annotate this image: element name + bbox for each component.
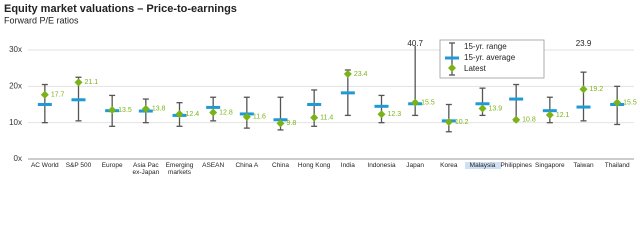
latest-marker (108, 105, 117, 114)
latest-label: 13.5 (118, 107, 132, 114)
latest-marker (209, 108, 218, 117)
x-tick-label: ASEAN (202, 162, 225, 169)
chart-subtitle: Forward P/E ratios (4, 15, 79, 25)
x-tick-label: Singapore (535, 162, 565, 169)
x-tick-label: Indonesia (367, 162, 396, 169)
x-tick-label: China (272, 162, 289, 169)
latest-marker (478, 104, 487, 113)
latest-marker (377, 110, 386, 119)
latest-marker (579, 85, 588, 94)
x-tick-label: Hong Kong (297, 162, 331, 169)
latest-label: 23.4 (354, 71, 368, 78)
latest-label: 15.5 (623, 100, 637, 107)
latest-label: 10.2 (455, 119, 469, 126)
y-tick-label: 20x (9, 81, 22, 90)
legend-label: 15-yr. range (464, 42, 507, 51)
x-tick-label: S&P 500 (65, 162, 92, 169)
x-tick-label: China A (235, 162, 259, 169)
y-tick-label: 0x (14, 154, 22, 163)
latest-label: 17.7 (51, 92, 65, 99)
latest-marker (512, 115, 521, 124)
x-tick-label: Malaysia (464, 162, 501, 169)
latest-label: 12.4 (186, 111, 200, 118)
latest-marker (74, 78, 83, 87)
latest-marker (40, 90, 49, 99)
x-tick-label: Korea (440, 162, 458, 169)
x-tick-label: India (340, 162, 355, 169)
range-high-label: 23.9 (576, 39, 592, 48)
x-tick-label: AC World (30, 162, 59, 169)
latest-label: 9.8 (287, 120, 297, 127)
y-tick-label: 30x (9, 45, 22, 54)
legend-latest-icon (448, 64, 456, 72)
latest-label: 12.8 (219, 109, 233, 116)
latest-marker (175, 109, 184, 118)
latest-label: 15.5 (421, 100, 435, 107)
chart-title: Equity market valuations – Price-to-earn… (4, 3, 237, 15)
latest-marker (343, 69, 352, 78)
latest-marker (141, 104, 150, 113)
latest-marker (613, 98, 622, 107)
latest-label: 11.4 (320, 114, 333, 121)
x-tick-label: Philippines (500, 162, 532, 169)
legend-label: 15-yr. average (464, 53, 516, 62)
x-tick-label: Europe (101, 162, 123, 169)
latest-label: 13.9 (489, 105, 503, 112)
latest-label: 10.8 (522, 117, 536, 124)
chart: Equity market valuations – Price-to-earn… (4, 3, 637, 163)
x-tick-label: Asia Pac ex-Japan (132, 162, 160, 176)
x-tick-label: Japan (406, 162, 425, 169)
latest-label: 19.2 (590, 86, 604, 93)
latest-marker (310, 113, 319, 122)
latest-label: 11.6 (253, 114, 266, 121)
latest-label: 13.8 (152, 106, 166, 113)
latest-label: 12.3 (388, 111, 402, 118)
latest-marker (545, 111, 554, 120)
x-tick-label: Thailand (604, 162, 630, 169)
range-high-label: 40.7 (407, 39, 423, 48)
latest-marker (411, 98, 420, 107)
x-tick-label: Taiwan (573, 162, 594, 169)
latest-marker (242, 112, 251, 121)
latest-label: 12.1 (556, 112, 570, 119)
chart-container: Equity market valuations – Price-to-earn… (4, 3, 637, 176)
x-tick-label: Emerging markets (165, 162, 194, 176)
latest-marker (276, 119, 285, 128)
legend-label: Latest (464, 64, 487, 73)
latest-marker (444, 117, 453, 126)
latest-label: 21.1 (85, 79, 99, 86)
y-tick-label: 10x (9, 118, 22, 127)
